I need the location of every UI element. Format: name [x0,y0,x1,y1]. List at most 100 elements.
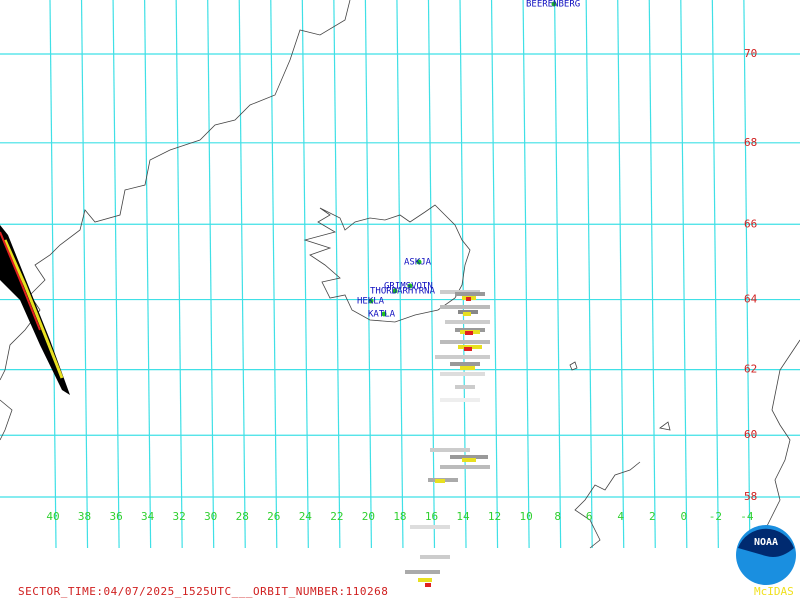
longitude-label: 0 [680,510,687,523]
ash-pixel [440,340,490,344]
volcano-marker [407,283,413,289]
ash-plume-west [0,225,70,395]
longitude-label: 40 [46,510,59,523]
ash-pixel [464,347,472,351]
longitude-label: 18 [393,510,406,523]
longitude-line [522,0,530,549]
longitude-label: 14 [456,510,470,523]
ash-pixel [440,305,490,309]
ash-pixel [420,555,450,559]
footer: SECTOR_TIME:04/07/2025_1525UTC___ORBIT_N… [18,585,388,598]
longitude-line [270,0,278,549]
longitude-label: 16 [425,510,438,523]
ash-pixel [440,398,480,402]
volcano-label: THORDARHYRNA [370,287,436,297]
longitude-label: 22 [330,510,343,523]
ash-pixel [435,355,490,359]
faroe-coast [569,361,578,371]
ash-pixel [450,455,488,459]
longitude-label: 2 [649,510,656,523]
longitude-label: 20 [362,510,375,523]
ash-pixel [440,465,490,469]
noaa-logo: NOAA McIDAS [736,525,796,598]
greenland-west [0,399,13,441]
ash-pixel [435,479,445,483]
longitude-line [144,0,152,549]
longitude-label: 24 [299,510,313,523]
volcano-marker [368,298,374,304]
longitude-label: -4 [740,510,754,523]
volcano-marker [416,259,422,265]
longitude-label: 34 [141,510,155,523]
longitude-label: 30 [204,510,217,523]
longitude-line [585,0,593,549]
latitude-label: 64 [744,293,758,306]
volcano-label: GRIMSVOTN [384,282,433,292]
longitude-label: 36 [109,510,122,523]
ash-pixel [410,525,450,529]
ash-pixel [462,458,476,462]
norway-coast [749,339,800,551]
ash-pixel [405,570,440,574]
volcano-label: HEKLA [357,297,385,307]
longitude-line [364,0,372,549]
longitude-line [333,0,341,549]
shetland-coast [574,461,641,549]
iceland-coast [303,204,471,323]
ash-pixel [455,292,485,296]
logo-top [738,528,794,557]
ash-pixel [463,312,471,316]
ash-pixel [466,297,471,301]
latitude-label: 70 [744,47,757,60]
longitude-line [49,0,57,549]
longitude-label: 8 [554,510,561,523]
ash-pixel [450,362,480,366]
volcano-marker [551,1,557,7]
latitude-label: 68 [744,136,757,149]
ash-pixel [430,448,470,452]
latitude-label: 62 [744,363,757,376]
volcano-label: KATLA [368,310,396,320]
logo-caption: McIDAS [754,585,794,598]
ash-pixel [425,583,431,587]
longitude-line [301,0,309,549]
longitude-label: 12 [488,510,501,523]
latitude-label: 60 [744,428,757,441]
longitude-label: 4 [617,510,624,523]
ash-plume-east [405,290,490,587]
latitude-label: 66 [744,217,757,230]
ash-pixel [418,578,432,582]
longitude-label: 6 [586,510,593,523]
longitude-line [238,0,246,549]
longitude-label: 28 [236,510,249,523]
ash-pixel [465,331,473,335]
longitude-line [743,0,751,549]
longitude-line [175,0,183,549]
ash-plume-core [3,239,64,379]
latitude-label: 58 [744,490,757,503]
longitude-label: -2 [709,510,722,523]
longitude-line [80,0,89,549]
longitude-line [396,0,404,549]
longitude-line [427,0,436,549]
volcano-label: ASKJA [404,258,432,268]
longitude-line [711,0,719,549]
ash-pixel [445,320,490,324]
volcano-marker [392,288,398,294]
ash-pixel [455,385,475,389]
longitude-label: 26 [267,510,280,523]
ash-pixel [460,366,475,370]
volcano-marker [381,311,387,317]
graticule [0,0,800,549]
longitude-line [207,0,215,549]
longitude-line [617,0,625,549]
longitude-line [490,0,499,549]
longitude-line [648,0,656,549]
longitude-line [680,0,688,549]
longitude-label: 10 [519,510,532,523]
ash-plume-core [0,231,41,331]
volcano-label: BEERENBERG [526,0,580,10]
small-island [659,421,671,431]
